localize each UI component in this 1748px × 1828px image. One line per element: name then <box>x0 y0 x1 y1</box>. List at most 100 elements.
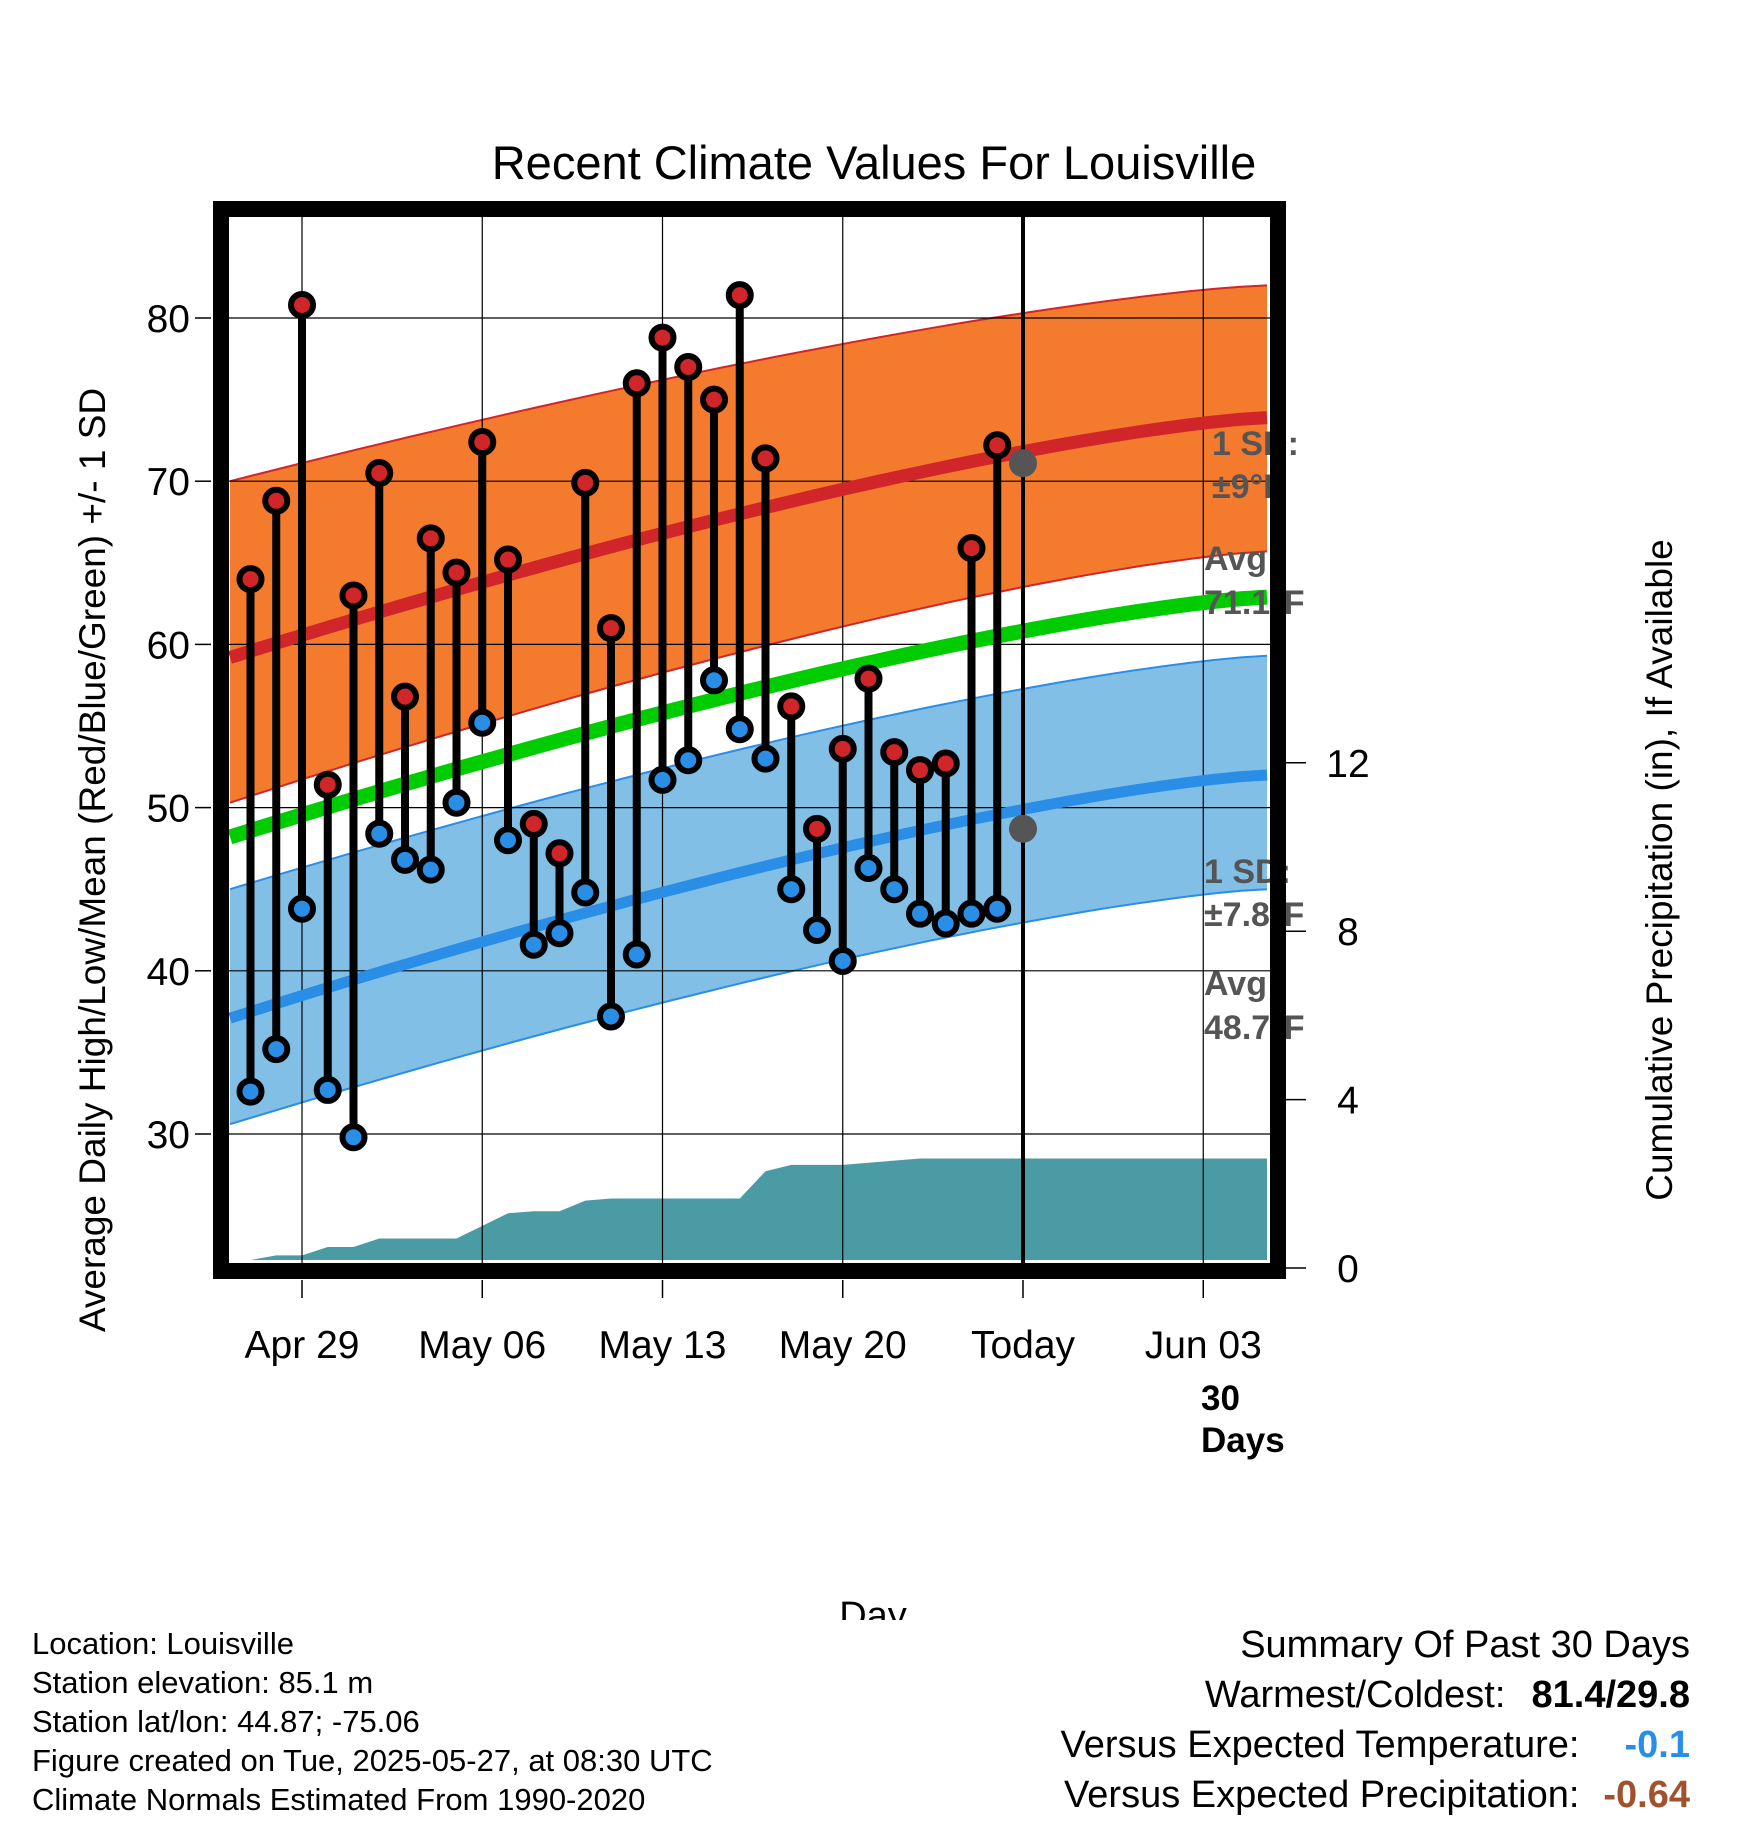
high-point <box>365 459 394 488</box>
days-label-number: 30 <box>1201 1379 1240 1418</box>
high-point <box>854 664 883 693</box>
high-point <box>442 558 471 587</box>
low-point <box>597 1002 625 1031</box>
summary-precip-row: Versus Expected Precipitation: -0.64 <box>1061 1770 1690 1820</box>
y-tick-label: 80 <box>147 298 190 341</box>
y-tick-label: 70 <box>147 461 190 504</box>
high-point <box>880 738 909 767</box>
high-today-avg-marker <box>1009 449 1037 478</box>
summary-temp-row: Versus Expected Temperature: -0.1 <box>1061 1720 1690 1770</box>
temp-value: -0.1 <box>1624 1724 1690 1766</box>
high-avg-label: Avg: <box>1204 540 1278 578</box>
y2-tick-label: 8 <box>1337 911 1359 954</box>
y-tick-label: 40 <box>147 951 190 994</box>
created-text: Figure created on Tue, 2025-05-27, at 08… <box>32 1743 713 1778</box>
low-point <box>648 765 677 794</box>
low-point <box>880 875 909 904</box>
high-point <box>700 385 728 414</box>
x-tick-label: May 20 <box>779 1324 907 1367</box>
low-point <box>931 909 960 938</box>
warm-cold-value: 81.4/29.8 <box>1531 1674 1690 1716</box>
precip-area <box>230 1158 1267 1260</box>
high-point <box>931 749 960 778</box>
low-avg-value: 48.7°F <box>1204 1009 1305 1047</box>
precip-label: Versus Expected Precipitation: <box>1064 1774 1580 1816</box>
high-point <box>803 814 831 843</box>
low-point <box>828 947 857 976</box>
high-point <box>597 614 625 643</box>
high-point <box>494 545 522 574</box>
x-tick-label: May 13 <box>599 1324 727 1367</box>
y2-tick-label: 4 <box>1337 1080 1359 1123</box>
high-point <box>828 734 857 763</box>
high-point <box>339 581 368 610</box>
low-point <box>622 940 651 969</box>
low-point <box>777 875 806 904</box>
low-point <box>751 744 780 773</box>
y-tick-label: 30 <box>147 1114 190 1157</box>
low-point <box>262 1035 291 1064</box>
daily-stems <box>246 295 1002 1138</box>
summary-title: Summary Of Past 30 Days <box>1240 1624 1690 1666</box>
low-point <box>803 916 831 944</box>
low-sd-lower-edge <box>229 888 1268 1126</box>
station-info: Location: Louisville Station elevation: … <box>32 1624 713 1819</box>
high-point <box>262 486 291 515</box>
temp-label: Versus Expected Temperature: <box>1060 1724 1580 1766</box>
low-sd-value: ±7.8°F <box>1204 896 1304 934</box>
low-point <box>983 894 1012 923</box>
high-point <box>519 809 548 838</box>
y-axis <box>195 317 211 1135</box>
low-point <box>365 819 394 848</box>
elevation-text: Station elevation: 85.1 m <box>32 1665 374 1700</box>
x-tick-label: Today <box>971 1324 1076 1367</box>
y-tick-label: 50 <box>147 788 190 831</box>
low-today-avg-marker <box>1009 814 1037 843</box>
low-point <box>854 853 883 882</box>
low-point <box>906 899 934 928</box>
low-point <box>700 666 728 695</box>
low-point <box>313 1075 342 1104</box>
high-point <box>906 756 934 785</box>
x-tick-label: Apr 29 <box>245 1324 360 1367</box>
low-point <box>442 788 471 817</box>
x-axis <box>301 1280 1204 1298</box>
latlon-text: Station lat/lon: 44.87; -75.06 <box>32 1704 420 1739</box>
low-point <box>391 845 419 874</box>
high-point <box>725 281 754 310</box>
y-tick-label: 60 <box>147 624 190 667</box>
low-point <box>545 919 574 948</box>
low-point <box>236 1077 265 1106</box>
y-axis-label: Average Daily High/Low/Mean (Red/Blue/Gr… <box>72 388 113 1332</box>
high-point <box>983 431 1012 460</box>
low-point <box>339 1123 368 1152</box>
high-point <box>313 770 342 799</box>
high-point <box>545 839 574 868</box>
y2-tick-label: 12 <box>1326 743 1369 786</box>
low-point <box>288 894 316 923</box>
high-point <box>674 352 703 381</box>
high-point <box>751 444 780 473</box>
high-point <box>288 290 316 319</box>
y2-tick-label: 0 <box>1337 1248 1359 1291</box>
low-point <box>957 899 986 928</box>
low-point <box>519 930 548 959</box>
high-sd-band <box>230 285 1267 803</box>
x-tick-label: May 06 <box>418 1324 546 1367</box>
low-point <box>674 746 703 775</box>
low-point <box>494 826 522 855</box>
precip-value: -0.64 <box>1603 1774 1690 1816</box>
high-point <box>571 468 600 497</box>
plot-frame <box>213 201 1286 1279</box>
low-point <box>571 878 600 907</box>
summary-warm-cold-row: Warmest/Coldest: 81.4/29.8 <box>1061 1670 1690 1720</box>
high-point <box>648 323 677 352</box>
low-avg-label: Avg: <box>1204 965 1278 1003</box>
high-point <box>957 534 986 563</box>
low-point <box>468 708 497 737</box>
x-axis-label: Day <box>839 1595 907 1620</box>
y2-axis <box>1286 762 1306 1269</box>
high-point <box>416 524 445 553</box>
high-point <box>777 692 806 721</box>
days-label-word: Days <box>1201 1421 1285 1460</box>
